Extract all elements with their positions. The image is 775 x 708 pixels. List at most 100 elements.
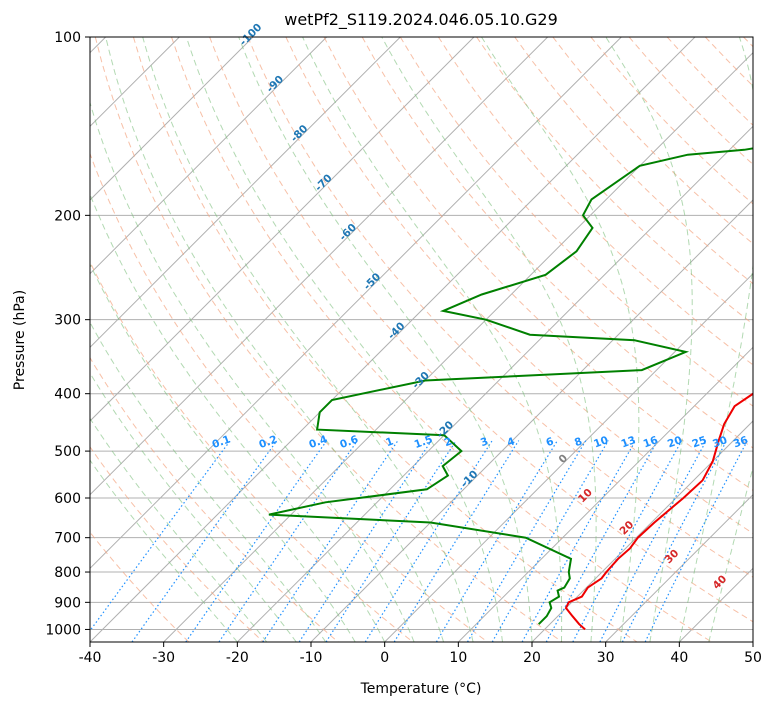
- x-tick-label: -30: [152, 650, 175, 666]
- isotherm-line: [236, 125, 753, 642]
- moist-adiabat: [90, 417, 268, 642]
- mixing-ratio-line: [644, 440, 748, 642]
- isotherm-line: [90, 37, 328, 275]
- moist-adiabat: [142, 37, 474, 642]
- dry-adiabat: [247, 37, 753, 578]
- dry-adiabat: [209, 37, 753, 623]
- moist-adiabat: [90, 193, 386, 642]
- dewpoint-line: [268, 147, 753, 625]
- moist-adiabat: [708, 465, 753, 642]
- mixing-ratio-line: [185, 440, 328, 642]
- plot-frame: [89, 36, 754, 643]
- y-axis-label: Pressure (hPa): [12, 290, 28, 390]
- isotherm-line: [90, 37, 549, 496]
- mixing-ratio-label: 25: [691, 434, 709, 450]
- y-tick-label: 700: [54, 531, 81, 547]
- moist-adiabat: [302, 37, 563, 642]
- mixing-ratio-line: [545, 440, 659, 642]
- dry-adiabat: [90, 260, 414, 642]
- isotherm-line: [90, 37, 696, 642]
- mixing-ratio-label: 4: [506, 435, 517, 449]
- mixing-ratio-label: 0.2: [257, 433, 279, 451]
- moist-adiabat: [238, 37, 533, 642]
- isotherm-line: [678, 567, 753, 642]
- moist-adiabat: [185, 37, 503, 642]
- moist-adiabat: [90, 372, 297, 642]
- y-tick-label: 900: [54, 595, 81, 611]
- isotherm-line: [605, 493, 753, 642]
- temperature-line: [564, 392, 753, 631]
- x-tick-label: -40: [79, 650, 102, 666]
- isotherm-line: [457, 346, 753, 642]
- moist-adiabat-label: 40: [710, 573, 729, 592]
- dry-adiabat: [552, 37, 753, 245]
- y-tick-label: 500: [54, 444, 81, 460]
- mixing-ratio-line: [393, 440, 520, 642]
- chart-title: wetPf2_S119.2024.046.05.10.G29: [284, 10, 558, 30]
- y-tick-label: 1000: [45, 622, 81, 638]
- mixing-ratio-label: 2: [443, 435, 454, 449]
- isotherm-line: [90, 37, 475, 422]
- dry-adiabat: [90, 531, 190, 642]
- dry-adiabat: [704, 37, 753, 87]
- dry-adiabat: [171, 37, 712, 642]
- mixing-ratio-label: 3: [479, 435, 490, 449]
- moist-adiabat: [105, 37, 445, 642]
- dry-adiabat: [90, 356, 339, 642]
- y-tick-label: 300: [54, 313, 81, 329]
- moist-adiabat: [90, 263, 356, 642]
- isotherm-line: [531, 420, 753, 642]
- dry-adiabat: [743, 37, 753, 48]
- isotherm-line: [90, 37, 254, 201]
- dry-adiabat: [323, 37, 753, 491]
- dry-adiabat: [476, 37, 753, 325]
- mixing-ratio-line: [466, 440, 587, 642]
- dry-adiabat: [666, 37, 753, 126]
- dry-adiabat: [90, 152, 488, 642]
- isotherm-line: [90, 37, 622, 570]
- mixing-ratio-line: [131, 440, 278, 642]
- isotherm-label: -40: [386, 320, 408, 342]
- mixing-ratio-label: 0.6: [338, 433, 360, 451]
- mixing-ratio-line: [298, 440, 432, 642]
- isotherm-line: [90, 37, 401, 349]
- isotherm-line: [752, 641, 753, 642]
- x-tick-label: 10: [449, 650, 467, 666]
- mixing-ratio-line: [599, 440, 707, 642]
- dry-adiabat: [90, 446, 264, 642]
- dry-adiabat: [285, 37, 753, 535]
- isotherm-label: -50: [361, 271, 383, 293]
- moist-adiabat: [90, 459, 238, 642]
- mixing-ratio-label: 36: [732, 434, 750, 450]
- mixing-ratio-label: 20: [666, 434, 684, 450]
- mixing-ratio-label: 16: [642, 434, 660, 450]
- isotherm-label: -80: [289, 123, 311, 145]
- x-tick-label: 50: [744, 650, 762, 666]
- mixing-ratio-line: [491, 440, 609, 642]
- y-tick-label: 800: [54, 565, 81, 581]
- x-tick-label: -20: [226, 650, 249, 666]
- y-tick-label: 100: [54, 30, 81, 46]
- moist-adiabat: [90, 100, 415, 642]
- x-axis-label: Temperature (°C): [360, 681, 482, 697]
- moist-adiabat: [381, 37, 597, 642]
- y-tick-label: 600: [54, 491, 81, 507]
- mixing-ratio-label: 0.4: [307, 433, 329, 451]
- mixing-ratio-label: 8: [573, 435, 584, 449]
- isotherm-label: -10: [459, 468, 481, 490]
- mixing-ratio-line: [435, 440, 558, 642]
- mixing-ratio-label: 13: [620, 434, 638, 450]
- x-tick-label: 20: [523, 650, 541, 666]
- mixing-ratio-line: [325, 440, 457, 642]
- isotherm-label: -60: [337, 221, 359, 243]
- mixing-ratio-line: [364, 440, 493, 642]
- isotherm-line: [163, 51, 753, 642]
- moist-adiabat: [605, 37, 693, 642]
- dry-adiabat: [514, 37, 753, 285]
- mixing-ratio-label: 10: [592, 434, 610, 450]
- moist-adiabat-label: 0: [557, 452, 571, 466]
- dry-adiabat: [132, 37, 638, 642]
- x-tick-label: 40: [670, 650, 688, 666]
- isotherm-label: -30: [410, 370, 432, 392]
